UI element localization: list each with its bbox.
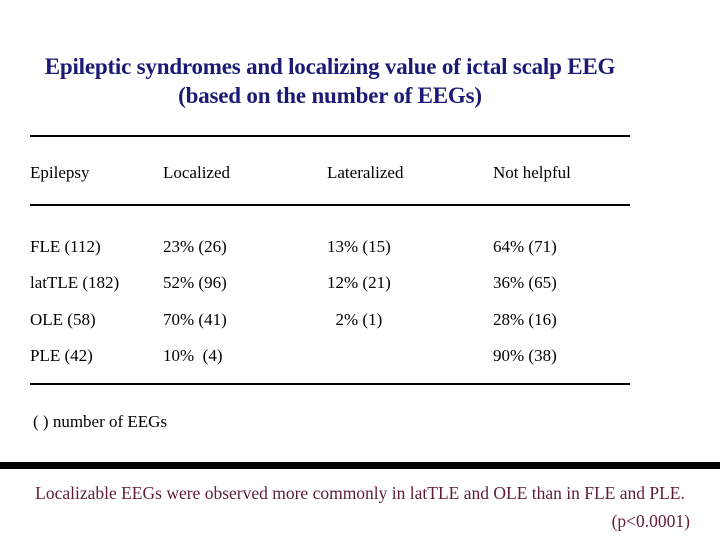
divider-bar [0,462,720,469]
conclusion-text: Localizable EEGs were observed more comm… [35,483,685,503]
column-header-localized: Localized [163,163,231,182]
cell-lattle-not-helpful: 36% (65) [493,273,557,293]
cell-fle-not-helpful: 64% (71) [493,237,557,256]
row-label-ole: OLE (58) [30,309,96,329]
slide-title: Epileptic syndromes and localizing value… [0,52,660,110]
cell-fle-localized: 23% (26) [163,237,227,256]
table-body: FLE (112) 23% (26) 13% (15) 64% (71) lat… [30,237,630,383]
slide-title-line1: Epileptic syndromes and localizing value… [44,54,616,79]
cell-ole-localized: 70% (41) [163,309,227,329]
column-header-lateralized: Lateralized [327,163,404,182]
cell-ple-localized: 10% (4) [163,346,223,366]
cell-ole-not-helpful: 28% (16) [493,309,557,329]
row-label-ple: PLE (42) [30,346,93,366]
table-footnote: ( ) number of EEGs [33,412,168,431]
row-label-lattle: latTLE (182) [30,273,120,293]
cell-ple-not-helpful: 90% (38) [493,346,557,366]
cell-ple-lateralized [327,346,493,382]
cell-ole-lateralized: 2% (1) [327,309,383,329]
table-rule-bottom [30,383,630,385]
column-header-not-helpful: Not helpful [493,163,571,182]
slide-title-line2: (based on the number of EEGs) [178,83,482,108]
cell-lattle-lateralized: 12% (21) [327,273,391,293]
cell-fle-lateralized: 13% (15) [327,237,391,256]
table-rule-middle [30,204,630,206]
row-label-fle: FLE (112) [30,237,101,256]
cell-lattle-localized: 52% (96) [163,273,227,293]
table-header-row: Epilepsy Localized Lateralized Not helpf… [30,163,630,183]
p-value: (p<0.0001) [611,511,690,531]
table-rule-top [30,135,630,137]
column-header-epilepsy: Epilepsy [30,163,90,182]
